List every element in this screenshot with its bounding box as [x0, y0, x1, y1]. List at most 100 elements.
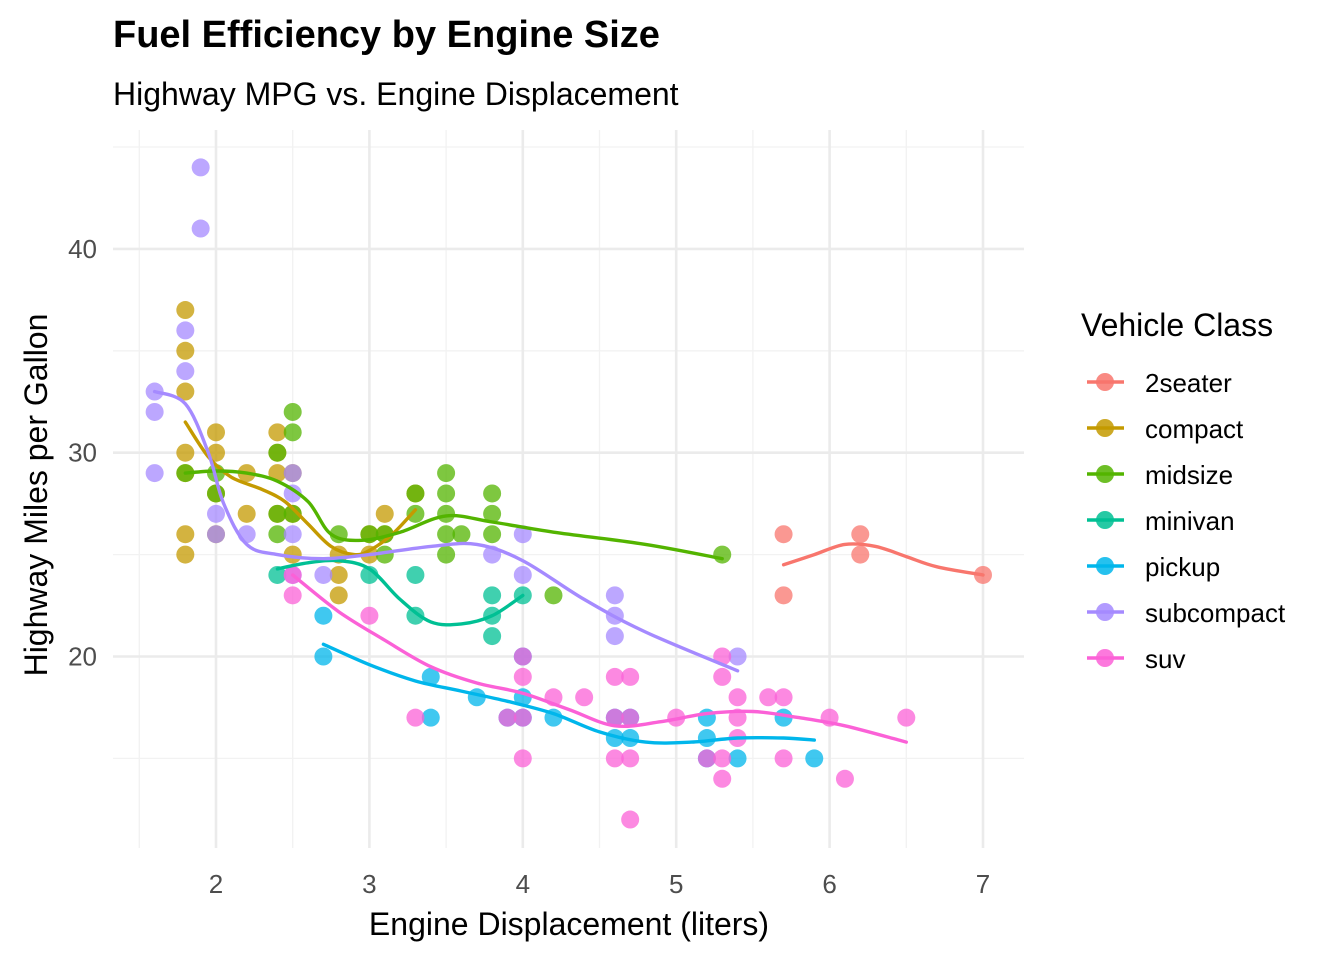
- data-point-suv: [697, 749, 716, 768]
- data-point-pickup: [421, 667, 440, 686]
- trend-lines: [152, 389, 985, 745]
- legend-item-suv: suv: [1087, 644, 1185, 674]
- data-point-suv: [605, 749, 624, 768]
- data-point-pickup: [805, 749, 824, 768]
- data-point-suv: [513, 749, 532, 768]
- data-point-midsize: [483, 504, 502, 523]
- data-point-suv: [513, 647, 532, 666]
- data-point-suv: [621, 708, 640, 727]
- data-point-suv: [513, 708, 532, 727]
- legend-item-subcompact: subcompact: [1087, 598, 1286, 628]
- trend-line-suv: [291, 573, 908, 744]
- data-point-subcompact: [176, 321, 195, 340]
- data-point-2seater: [851, 525, 870, 544]
- y-axis-label: Highway Miles per Gallon: [18, 314, 54, 677]
- legend-label: pickup: [1145, 552, 1220, 582]
- data-point-midsize: [268, 443, 287, 462]
- data-point-suv: [513, 667, 532, 686]
- trend-line-minivan: [275, 558, 525, 627]
- x-tick-label: 2: [209, 869, 223, 899]
- legend-item-2seater: 2seater: [1087, 368, 1232, 398]
- data-point-pickup: [314, 606, 333, 625]
- data-point-subcompact: [207, 525, 225, 544]
- x-axis-label: Engine Displacement (liters): [369, 906, 769, 942]
- data-point-suv: [621, 667, 640, 686]
- data-point-midsize: [544, 586, 563, 605]
- data-point-midsize: [375, 545, 394, 564]
- data-point-suv: [713, 769, 732, 788]
- data-point-midsize: [268, 525, 287, 544]
- data-point-subcompact: [176, 362, 195, 381]
- data-point-compact: [237, 504, 256, 523]
- legend-key-point: [1096, 557, 1114, 575]
- data-point-suv: [605, 708, 624, 727]
- data-point-subcompact: [605, 627, 624, 646]
- legend-item-minivan: minivan: [1087, 506, 1235, 536]
- data-point-suv: [728, 688, 747, 707]
- data-point-midsize: [452, 525, 471, 544]
- y-tick-label: 40: [68, 234, 97, 264]
- data-point-subcompact: [207, 504, 225, 523]
- data-point-midsize: [437, 545, 456, 564]
- legend-key-point: [1096, 649, 1114, 667]
- y-tick-label: 20: [68, 642, 97, 672]
- data-point-midsize: [437, 464, 456, 483]
- legend-key-point: [1096, 373, 1114, 391]
- data-point-midsize: [283, 423, 302, 442]
- data-point-minivan: [483, 586, 502, 605]
- data-point-minivan: [406, 565, 425, 584]
- data-point-pickup: [728, 749, 747, 768]
- data-point-subcompact: [283, 464, 302, 483]
- data-point-suv: [360, 606, 379, 625]
- data-point-subcompact: [513, 525, 532, 544]
- data-point-midsize: [713, 545, 732, 564]
- axis-ticks: 2 3 4 5 6 7 20 30 40: [68, 234, 990, 899]
- trend-line-midsize: [183, 469, 724, 561]
- legend-key-point: [1096, 603, 1114, 621]
- legend: Vehicle Class 2seater compact midsize miniv…: [1081, 307, 1286, 674]
- data-point-pickup: [314, 647, 333, 666]
- data-point-subcompact: [283, 525, 302, 544]
- legend-label: compact: [1145, 414, 1244, 444]
- data-point-suv: [835, 769, 854, 788]
- data-point-suv: [774, 749, 793, 768]
- data-point-subcompact: [145, 402, 164, 421]
- data-point-compact: [329, 586, 348, 605]
- legend-label: minivan: [1145, 506, 1235, 536]
- data-point-subcompact: [605, 586, 624, 605]
- chart-title: Fuel Efficiency by Engine Size: [113, 14, 660, 56]
- data-point-compact: [268, 423, 287, 442]
- data-point-pickup: [621, 729, 640, 748]
- data-point-compact: [176, 341, 195, 360]
- data-point-pickup: [697, 729, 716, 748]
- data-point-suv: [897, 708, 916, 727]
- data-point-suv: [575, 688, 594, 707]
- data-point-minivan: [268, 565, 287, 584]
- data-point-compact: [329, 565, 348, 584]
- data-point-suv: [774, 688, 793, 707]
- data-point-compact: [176, 545, 195, 564]
- data-point-minivan: [406, 606, 425, 625]
- data-point-midsize: [437, 504, 456, 523]
- data-point-minivan: [483, 627, 502, 646]
- legend-label: suv: [1145, 644, 1185, 674]
- data-point-suv: [621, 810, 640, 829]
- data-point-compact: [176, 443, 195, 462]
- data-point-suv: [759, 688, 778, 707]
- data-point-suv: [713, 749, 732, 768]
- data-point-subcompact: [513, 565, 532, 584]
- legend-key-point: [1096, 511, 1114, 529]
- scatter-points: [145, 158, 992, 829]
- legend-item-midsize: midsize: [1087, 460, 1233, 490]
- x-tick-label: 3: [362, 869, 376, 899]
- data-point-midsize: [483, 525, 502, 544]
- data-point-midsize: [406, 504, 425, 523]
- data-point-subcompact: [191, 219, 210, 238]
- data-point-compact: [176, 382, 195, 401]
- x-tick-label: 5: [669, 869, 683, 899]
- data-point-subcompact: [728, 647, 747, 666]
- data-point-midsize: [437, 525, 456, 544]
- major-gridlines: [113, 130, 1024, 848]
- data-point-midsize: [406, 484, 425, 503]
